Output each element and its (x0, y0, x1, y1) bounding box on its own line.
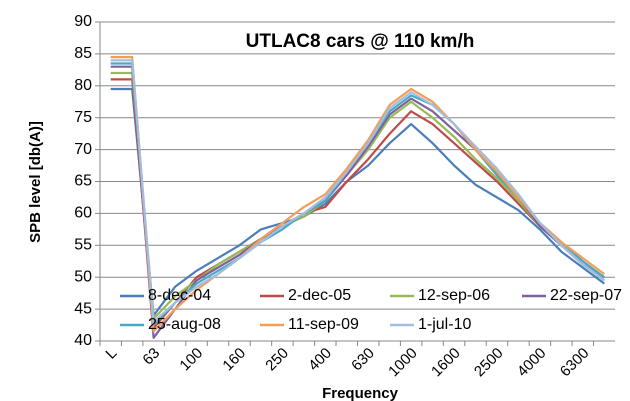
x-tick-label: 6300 (557, 345, 593, 381)
x-tick-label: 63 (139, 345, 163, 369)
y-tick-label: 40 (74, 332, 92, 349)
x-tick-label: 1600 (428, 345, 464, 381)
x-tick-label: L (102, 345, 120, 363)
x-tick-label: 1000 (385, 345, 421, 381)
y-tick-label: 55 (74, 237, 92, 254)
x-tick-label: 2500 (471, 345, 507, 381)
series-line (110, 87, 605, 317)
legend-label: 12-sep-06 (418, 287, 490, 304)
x-tick-label: 250 (262, 345, 292, 375)
x-tick-label: 400 (305, 345, 335, 375)
x-tick-label: 100 (176, 345, 206, 375)
series-line (110, 78, 605, 330)
y-axis-label: SPB level [db(A)] (27, 121, 44, 243)
plot: 40 45 50 55 60 65 70 75 80 85 90 L 63 100 160 250 400 630… (74, 13, 622, 380)
x-axis-label: Frequency (322, 385, 399, 401)
y-tick-label: 75 (74, 109, 92, 126)
y-tick-label: 80 (74, 77, 92, 94)
y-tick-label: 50 (74, 268, 92, 285)
y-tick-label: 70 (74, 141, 92, 158)
legend-label: 11-sep-09 (288, 316, 359, 333)
legend-label: 25-aug-08 (148, 316, 221, 333)
y-tick-label: 85 (74, 45, 92, 62)
x-tick-label: 630 (348, 345, 378, 375)
legend-label: 22-sep-07 (550, 287, 622, 304)
y-tick-label: 60 (74, 205, 92, 222)
y-tick-label: 90 (74, 13, 92, 30)
legend-label: 1-jul-10 (418, 316, 471, 333)
series-line (110, 59, 605, 323)
y-tick-label: 45 (74, 300, 92, 317)
chart-title: UTLAC8 cars @ 110 km/h (246, 31, 475, 52)
legend-label: 8-dec-04 (148, 287, 211, 304)
y-tick-label: 65 (74, 173, 92, 190)
x-tick-label: 160 (219, 345, 249, 375)
series-line (110, 56, 605, 333)
series-line (110, 62, 605, 327)
series-line (110, 71, 605, 320)
x-tick-label: 4000 (514, 345, 550, 381)
legend-label: 2-dec-05 (288, 287, 351, 304)
